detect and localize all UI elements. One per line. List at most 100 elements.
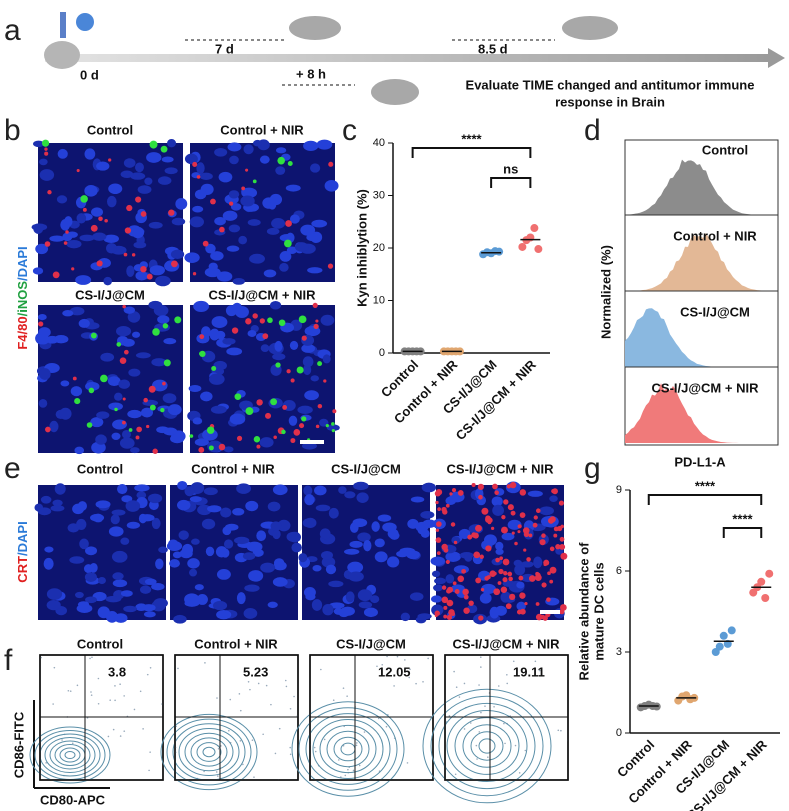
event-dot [53, 666, 56, 669]
nucleus [37, 314, 47, 321]
nucleus [421, 482, 437, 493]
red-signal [210, 198, 216, 205]
mouse-icon [562, 16, 618, 40]
event-dot [204, 662, 206, 664]
nucleus [303, 140, 319, 152]
nucleus [50, 505, 65, 512]
nucleus [166, 541, 183, 551]
red-signal [293, 429, 301, 436]
nucleus [225, 305, 238, 317]
nucleus [85, 546, 98, 556]
nucleus [203, 487, 218, 496]
red-signal [559, 604, 567, 611]
nucleus [230, 203, 242, 211]
data-point [761, 594, 770, 602]
red-signal [126, 204, 133, 212]
nucleus [527, 490, 543, 497]
panel-letter: f [4, 644, 13, 677]
nucleus [95, 500, 111, 509]
green-signal [270, 398, 278, 406]
data-point [757, 577, 766, 586]
nucleus [110, 514, 120, 525]
red-signal [559, 543, 566, 550]
nucleus [288, 415, 298, 426]
stain-label: CRT/DAPI [15, 521, 30, 582]
nucleus [62, 310, 74, 317]
red-signal [301, 335, 307, 341]
event-dot [139, 690, 142, 693]
nucleus [91, 207, 103, 217]
significance-bracket [490, 177, 532, 188]
nucleus [370, 595, 380, 604]
event-dot [148, 769, 150, 772]
green-signal [331, 422, 335, 426]
nucleus [78, 318, 90, 328]
nucleus [232, 508, 245, 516]
significance-label: **** [732, 511, 753, 526]
red-signal [547, 571, 551, 576]
nucleus [103, 276, 112, 286]
nucleus [297, 405, 313, 415]
nucleus [445, 551, 461, 562]
event-dot [376, 665, 378, 668]
nucleus [294, 242, 309, 252]
stain-part: /DAPI [15, 521, 30, 556]
nucleus [501, 532, 515, 541]
green-signal [160, 407, 165, 413]
event-dot [146, 673, 149, 676]
green-signal [281, 429, 286, 435]
nucleus [173, 614, 187, 624]
nucleus [240, 195, 255, 207]
nucleus [170, 249, 185, 260]
red-signal [245, 168, 249, 172]
nucleus [348, 571, 364, 582]
event-dot [40, 656, 42, 659]
event-dot [133, 708, 136, 711]
nucleus [84, 148, 96, 160]
nucleus [316, 139, 333, 150]
event-dot [342, 687, 345, 689]
event-dot [463, 682, 466, 685]
nucleus [289, 340, 299, 350]
red-signal [479, 554, 484, 559]
nucleus [481, 583, 496, 595]
nucleus [315, 504, 331, 512]
red-signal [198, 447, 205, 453]
event-dot [506, 673, 508, 676]
nucleus [130, 447, 140, 454]
y-tick-label: 10 [373, 294, 385, 306]
red-signal [146, 424, 150, 429]
image-label: Control + NIR [220, 122, 304, 137]
plot-label: Control + NIR [194, 636, 278, 651]
nucleus [205, 243, 216, 254]
contour [438, 702, 536, 790]
event-dot [478, 731, 481, 733]
red-signal [478, 615, 484, 621]
green-signal [199, 351, 203, 356]
frame [309, 654, 434, 781]
nucleus [306, 233, 319, 242]
red-signal [457, 490, 464, 496]
plot-label: CS-I/J@CM + NIR [453, 636, 561, 651]
red-signal [98, 216, 103, 222]
event-dot [228, 729, 230, 732]
nucleus [417, 525, 427, 535]
contour [178, 728, 240, 776]
red-signal [135, 435, 140, 440]
red-signal [450, 522, 456, 527]
stain-part: F4/80 [15, 316, 30, 349]
event-dot [112, 728, 115, 731]
nucleus [303, 485, 313, 496]
red-signal [104, 218, 108, 223]
red-signal [535, 602, 540, 606]
red-signal [71, 267, 75, 271]
event-dot [514, 744, 517, 747]
nucleus [363, 540, 372, 552]
event-dot [293, 695, 295, 698]
event-dot [119, 735, 122, 737]
green-signal [253, 436, 261, 443]
time-label: 8.5 d [478, 41, 508, 56]
red-signal [445, 559, 450, 565]
nucleus [279, 251, 292, 262]
nucleus [139, 514, 155, 522]
